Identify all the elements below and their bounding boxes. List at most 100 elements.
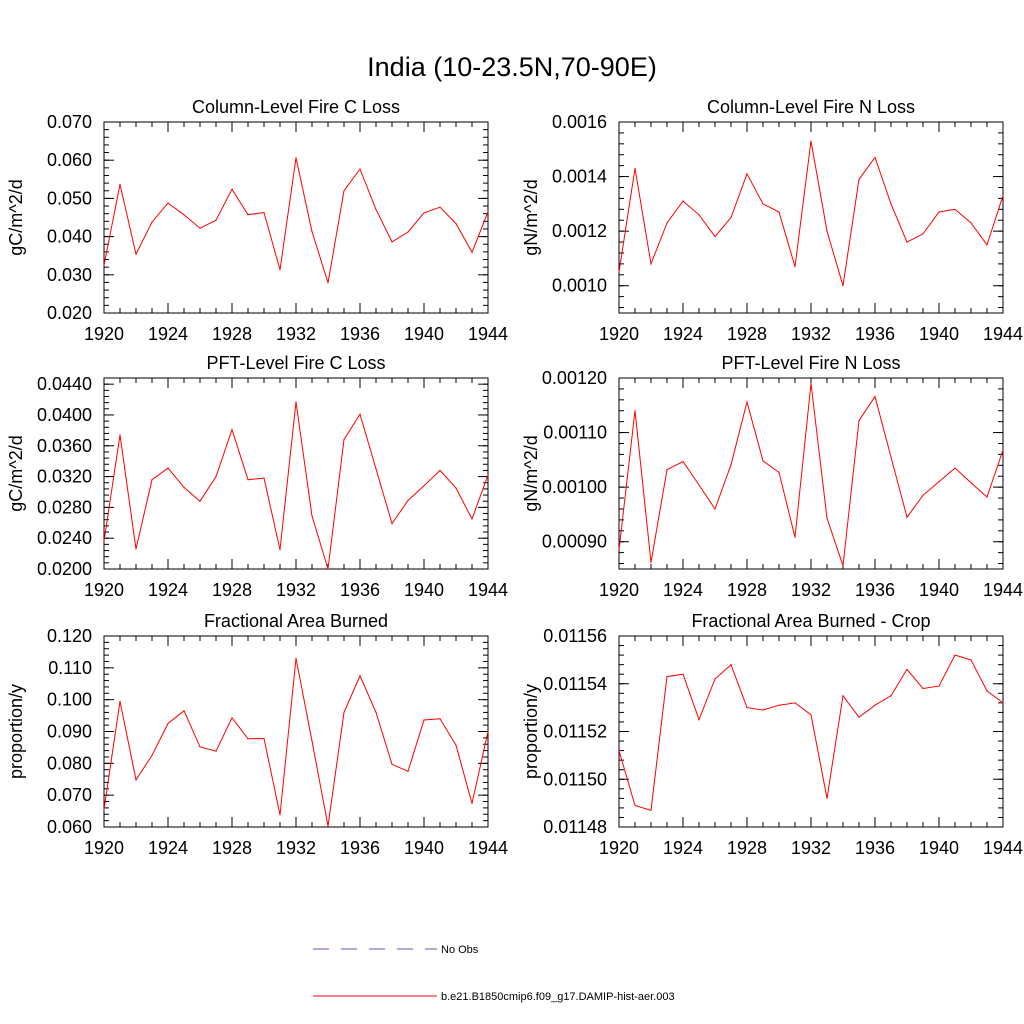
data-point <box>327 825 329 827</box>
y-axis-label: proportion/y <box>6 684 26 779</box>
x-tick-label: 1932 <box>276 324 316 344</box>
data-point <box>423 719 425 721</box>
data-point <box>906 668 908 671</box>
data-point <box>327 568 329 570</box>
x-tick-label: 1924 <box>663 838 703 858</box>
x-tick-label: 1928 <box>212 324 252 344</box>
data-point <box>874 396 876 398</box>
panel-title: Column-Level Fire C Loss <box>192 97 400 117</box>
data-point <box>183 214 185 216</box>
data-point <box>650 809 652 811</box>
data-point <box>970 482 972 484</box>
data-point <box>103 808 105 811</box>
panel-title: PFT-Level Fire C Loss <box>206 353 385 373</box>
data-point <box>343 190 345 192</box>
y-tick-label: 0.01154 <box>543 674 607 694</box>
panel-title: Column-Level Fire N Loss <box>707 97 915 117</box>
y-tick-label: 0.00090 <box>542 532 607 552</box>
data-point <box>858 716 860 718</box>
data-point <box>666 222 668 224</box>
series-line <box>103 658 489 827</box>
data-point <box>954 208 956 210</box>
panel-title: Fractional Area Burned - Crop <box>691 611 930 631</box>
chart-panel: PFT-Level Fire C Loss gC/m^2/d 1920 1924 192… <box>6 353 508 600</box>
y-tick-label: 0.050 <box>47 188 92 208</box>
data-point <box>359 675 361 677</box>
y-tick-label: 0.01150 <box>543 769 607 789</box>
x-tick-label: 1924 <box>148 324 188 344</box>
data-point <box>826 230 828 232</box>
data-point <box>842 695 844 697</box>
y-tick-label: 0.040 <box>47 227 92 247</box>
x-tick-label: 1928 <box>212 838 252 858</box>
y-tick-label: 0.070 <box>47 112 92 132</box>
series-line <box>103 401 489 570</box>
y-axis-label: gC/m^2/d <box>6 179 26 255</box>
y-axis-label: gN/m^2/d <box>521 179 541 255</box>
data-point <box>746 707 748 709</box>
data-point <box>311 515 313 517</box>
data-point <box>890 695 892 697</box>
data-point <box>151 221 153 223</box>
data-point <box>970 222 972 224</box>
data-point <box>922 687 924 690</box>
plot-frame <box>103 377 489 570</box>
x-tick-label: 1936 <box>855 580 895 600</box>
data-point <box>247 214 249 216</box>
data-point <box>455 744 457 746</box>
data-point <box>698 719 700 721</box>
x-tick-label: 1936 <box>340 838 380 858</box>
x-tick-label: 1932 <box>791 838 831 858</box>
y-tick-label: 0.0012 <box>552 221 607 241</box>
x-tick-label: 1924 <box>148 580 188 600</box>
plot-frame <box>618 121 1004 314</box>
data-point <box>682 200 684 202</box>
y-tick-label: 0.070 <box>47 785 92 805</box>
x-tick-label: 1932 <box>276 838 316 858</box>
data-point <box>938 685 940 687</box>
data-point <box>762 460 764 462</box>
x-tick-label: 1944 <box>468 324 508 344</box>
data-point <box>391 763 393 765</box>
series-line <box>103 157 489 283</box>
y-tick-label: 0.090 <box>47 722 92 742</box>
data-point <box>119 183 121 185</box>
data-point <box>746 173 748 175</box>
data-point <box>714 236 716 238</box>
data-point <box>455 223 457 225</box>
y-tick-label: 0.0200 <box>37 559 92 579</box>
x-tick-label: 1940 <box>404 324 444 344</box>
x-tick-label: 1924 <box>663 580 703 600</box>
y-tick-label: 0.020 <box>47 303 92 323</box>
y-tick-label: 0.01148 <box>543 817 607 837</box>
data-point <box>199 746 201 748</box>
data-point <box>922 494 924 496</box>
data-point <box>618 271 620 273</box>
y-tick-label: 0.0360 <box>37 436 92 456</box>
data-point <box>135 779 137 781</box>
series-line <box>618 654 1004 811</box>
data-point <box>215 476 217 478</box>
x-tick-label: 1928 <box>727 324 767 344</box>
data-point <box>263 477 265 479</box>
data-point <box>714 508 716 510</box>
data-point <box>874 704 876 706</box>
data-point <box>682 673 684 675</box>
y-tick-label: 0.0440 <box>37 374 92 394</box>
y-axis-label: gN/m^2/d <box>521 435 541 511</box>
data-point <box>874 156 876 159</box>
y-tick-label: 0.0280 <box>37 497 92 517</box>
data-point <box>858 178 860 180</box>
data-point <box>215 750 217 752</box>
data-point <box>634 167 636 169</box>
data-point <box>231 717 233 719</box>
y-tick-label: 0.0400 <box>37 405 92 425</box>
data-point <box>247 738 249 740</box>
data-point <box>119 700 121 702</box>
data-point <box>199 227 201 229</box>
data-point <box>311 231 313 233</box>
data-point <box>890 456 892 458</box>
panel-title: Fractional Area Burned <box>204 611 388 631</box>
legend-model-label: b.e21.B1850cmip6.f09_g17.DAMIP-hist-aer.… <box>441 991 675 1003</box>
